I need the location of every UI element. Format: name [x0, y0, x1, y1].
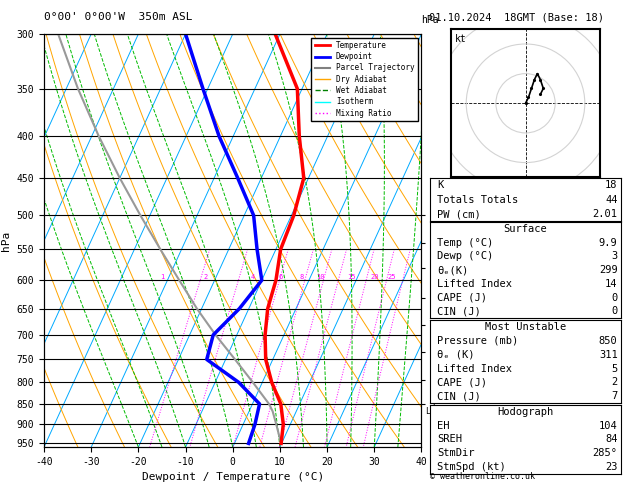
Text: StmDir: StmDir [437, 448, 475, 458]
Text: 5: 5 [611, 364, 618, 374]
Text: Dewp (°C): Dewp (°C) [437, 251, 494, 261]
Text: LCL: LCL [426, 407, 440, 416]
Text: 14: 14 [605, 279, 618, 289]
Text: 104: 104 [599, 420, 618, 431]
Text: CIN (J): CIN (J) [437, 391, 481, 401]
Text: Temp (°C): Temp (°C) [437, 238, 494, 248]
Text: 4: 4 [250, 274, 255, 280]
Text: PW (cm): PW (cm) [437, 209, 481, 219]
Text: 0: 0 [611, 293, 618, 303]
Text: 7: 7 [611, 391, 618, 401]
Text: Lifted Index: Lifted Index [437, 279, 512, 289]
Text: 15: 15 [347, 274, 355, 280]
Text: 2: 2 [203, 274, 208, 280]
Text: 6: 6 [279, 274, 283, 280]
Text: 25: 25 [387, 274, 396, 280]
Text: hPa: hPa [421, 15, 439, 25]
Text: EH: EH [437, 420, 450, 431]
Text: 8: 8 [300, 274, 304, 280]
Text: Most Unstable: Most Unstable [485, 322, 566, 332]
Text: 44: 44 [605, 195, 618, 205]
Text: 2: 2 [611, 378, 618, 387]
Y-axis label: km
ASL: km ASL [454, 241, 469, 260]
Text: K: K [437, 180, 443, 191]
Text: 0: 0 [611, 307, 618, 316]
Text: Surface: Surface [504, 224, 547, 234]
Text: Lifted Index: Lifted Index [437, 364, 512, 374]
Y-axis label: hPa: hPa [1, 230, 11, 251]
Text: Mixing Ratio (g/kg): Mixing Ratio (g/kg) [449, 193, 458, 288]
Text: Hodograph: Hodograph [498, 407, 554, 417]
Text: Pressure (mb): Pressure (mb) [437, 336, 518, 346]
X-axis label: Dewpoint / Temperature (°C): Dewpoint / Temperature (°C) [142, 472, 324, 483]
Text: © weatheronline.co.uk: © weatheronline.co.uk [430, 472, 535, 481]
Text: 285°: 285° [593, 448, 618, 458]
Text: 1: 1 [160, 274, 165, 280]
Text: θₑ(K): θₑ(K) [437, 265, 469, 275]
Text: 18: 18 [605, 180, 618, 191]
Text: 0°00' 0°00'W  350m ASL: 0°00' 0°00'W 350m ASL [44, 12, 192, 22]
Text: 9.9: 9.9 [599, 238, 618, 248]
Text: 311: 311 [599, 349, 618, 360]
Text: 2.01: 2.01 [593, 209, 618, 219]
Text: Totals Totals: Totals Totals [437, 195, 518, 205]
Text: 10: 10 [316, 274, 325, 280]
Text: 23: 23 [605, 462, 618, 472]
Text: StmSpd (kt): StmSpd (kt) [437, 462, 506, 472]
Text: 850: 850 [599, 336, 618, 346]
Text: 01.10.2024  18GMT (Base: 18): 01.10.2024 18GMT (Base: 18) [429, 12, 604, 22]
Text: CAPE (J): CAPE (J) [437, 378, 487, 387]
Text: 20: 20 [370, 274, 379, 280]
Text: kt: kt [454, 34, 466, 44]
Text: 299: 299 [599, 265, 618, 275]
Text: 84: 84 [605, 434, 618, 444]
Text: SREH: SREH [437, 434, 462, 444]
Text: CIN (J): CIN (J) [437, 307, 481, 316]
Text: CAPE (J): CAPE (J) [437, 293, 487, 303]
Text: θₑ (K): θₑ (K) [437, 349, 475, 360]
Legend: Temperature, Dewpoint, Parcel Trajectory, Dry Adiabat, Wet Adiabat, Isotherm, Mi: Temperature, Dewpoint, Parcel Trajectory… [311, 38, 418, 121]
Text: 3: 3 [611, 251, 618, 261]
